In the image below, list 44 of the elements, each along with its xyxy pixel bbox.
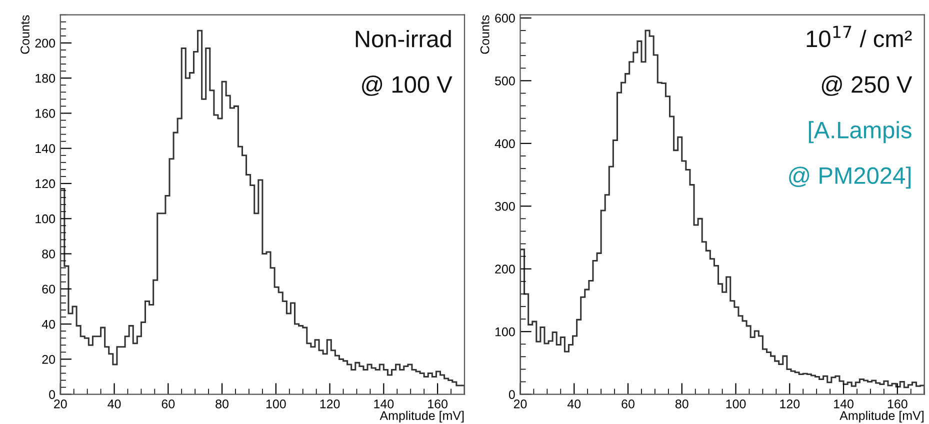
y-tick-label: 120 bbox=[36, 179, 56, 188]
x-tick-label: 140 bbox=[374, 400, 394, 408]
y-axis-title: Counts bbox=[20, 15, 30, 54]
y-tick-label: 100 bbox=[495, 327, 515, 336]
x-tick-label: 60 bbox=[622, 400, 634, 408]
x-tick-label: 160 bbox=[428, 400, 448, 408]
y-tick-label: 400 bbox=[494, 139, 515, 148]
annotation: @ 250 V bbox=[822, 76, 912, 96]
y-tick-label: 160 bbox=[36, 109, 56, 118]
x-tick-label: 140 bbox=[834, 400, 854, 408]
y-tick-label: 20 bbox=[42, 354, 56, 364]
y-axis-title: Counts bbox=[480, 15, 490, 54]
x-tick-label: 20 bbox=[54, 400, 67, 408]
y-tick-label: 0 bbox=[49, 390, 56, 399]
y-tick-label: 600 bbox=[495, 14, 515, 23]
x-tick-label: 100 bbox=[726, 400, 746, 408]
y-tick-label: 200 bbox=[495, 264, 515, 274]
x-tick-label: 160 bbox=[888, 400, 908, 408]
annotation: Non-irrad bbox=[356, 30, 451, 48]
y-tick-label: 200 bbox=[35, 38, 56, 48]
x-axis-title: Amplitude [mV] bbox=[380, 410, 464, 422]
x-tick-label: 60 bbox=[162, 400, 175, 408]
y-tick-label: 500 bbox=[495, 76, 515, 86]
y-tick-label: 140 bbox=[36, 144, 56, 154]
x-tick-label: 120 bbox=[780, 400, 800, 408]
annotation: @ PM2024] bbox=[789, 166, 911, 189]
x-tick-label: 80 bbox=[675, 400, 688, 408]
annotation: @ 100 V bbox=[362, 76, 452, 96]
x-tick-label: 100 bbox=[266, 400, 286, 408]
y-tick-label: 180 bbox=[36, 74, 56, 83]
annotation: 10$^{17}$ / cm² bbox=[806, 26, 912, 48]
y-tick-label: 0 bbox=[508, 390, 515, 399]
x-tick-label: 80 bbox=[216, 400, 228, 408]
x-tick-label: 120 bbox=[320, 400, 340, 408]
annotation: [A.Lampis bbox=[808, 121, 912, 144]
y-tick-label: 100 bbox=[36, 214, 56, 224]
y-tick-label: 60 bbox=[42, 284, 56, 294]
y-tick-label: 80 bbox=[42, 250, 56, 258]
x-tick-label: 40 bbox=[108, 400, 121, 408]
x-axis-title: Amplitude [mV] bbox=[840, 410, 924, 422]
x-tick-label: 20 bbox=[514, 400, 527, 408]
y-tick-label: 300 bbox=[495, 202, 515, 211]
y-tick-label: 40 bbox=[42, 320, 56, 329]
x-tick-label: 40 bbox=[567, 400, 581, 408]
